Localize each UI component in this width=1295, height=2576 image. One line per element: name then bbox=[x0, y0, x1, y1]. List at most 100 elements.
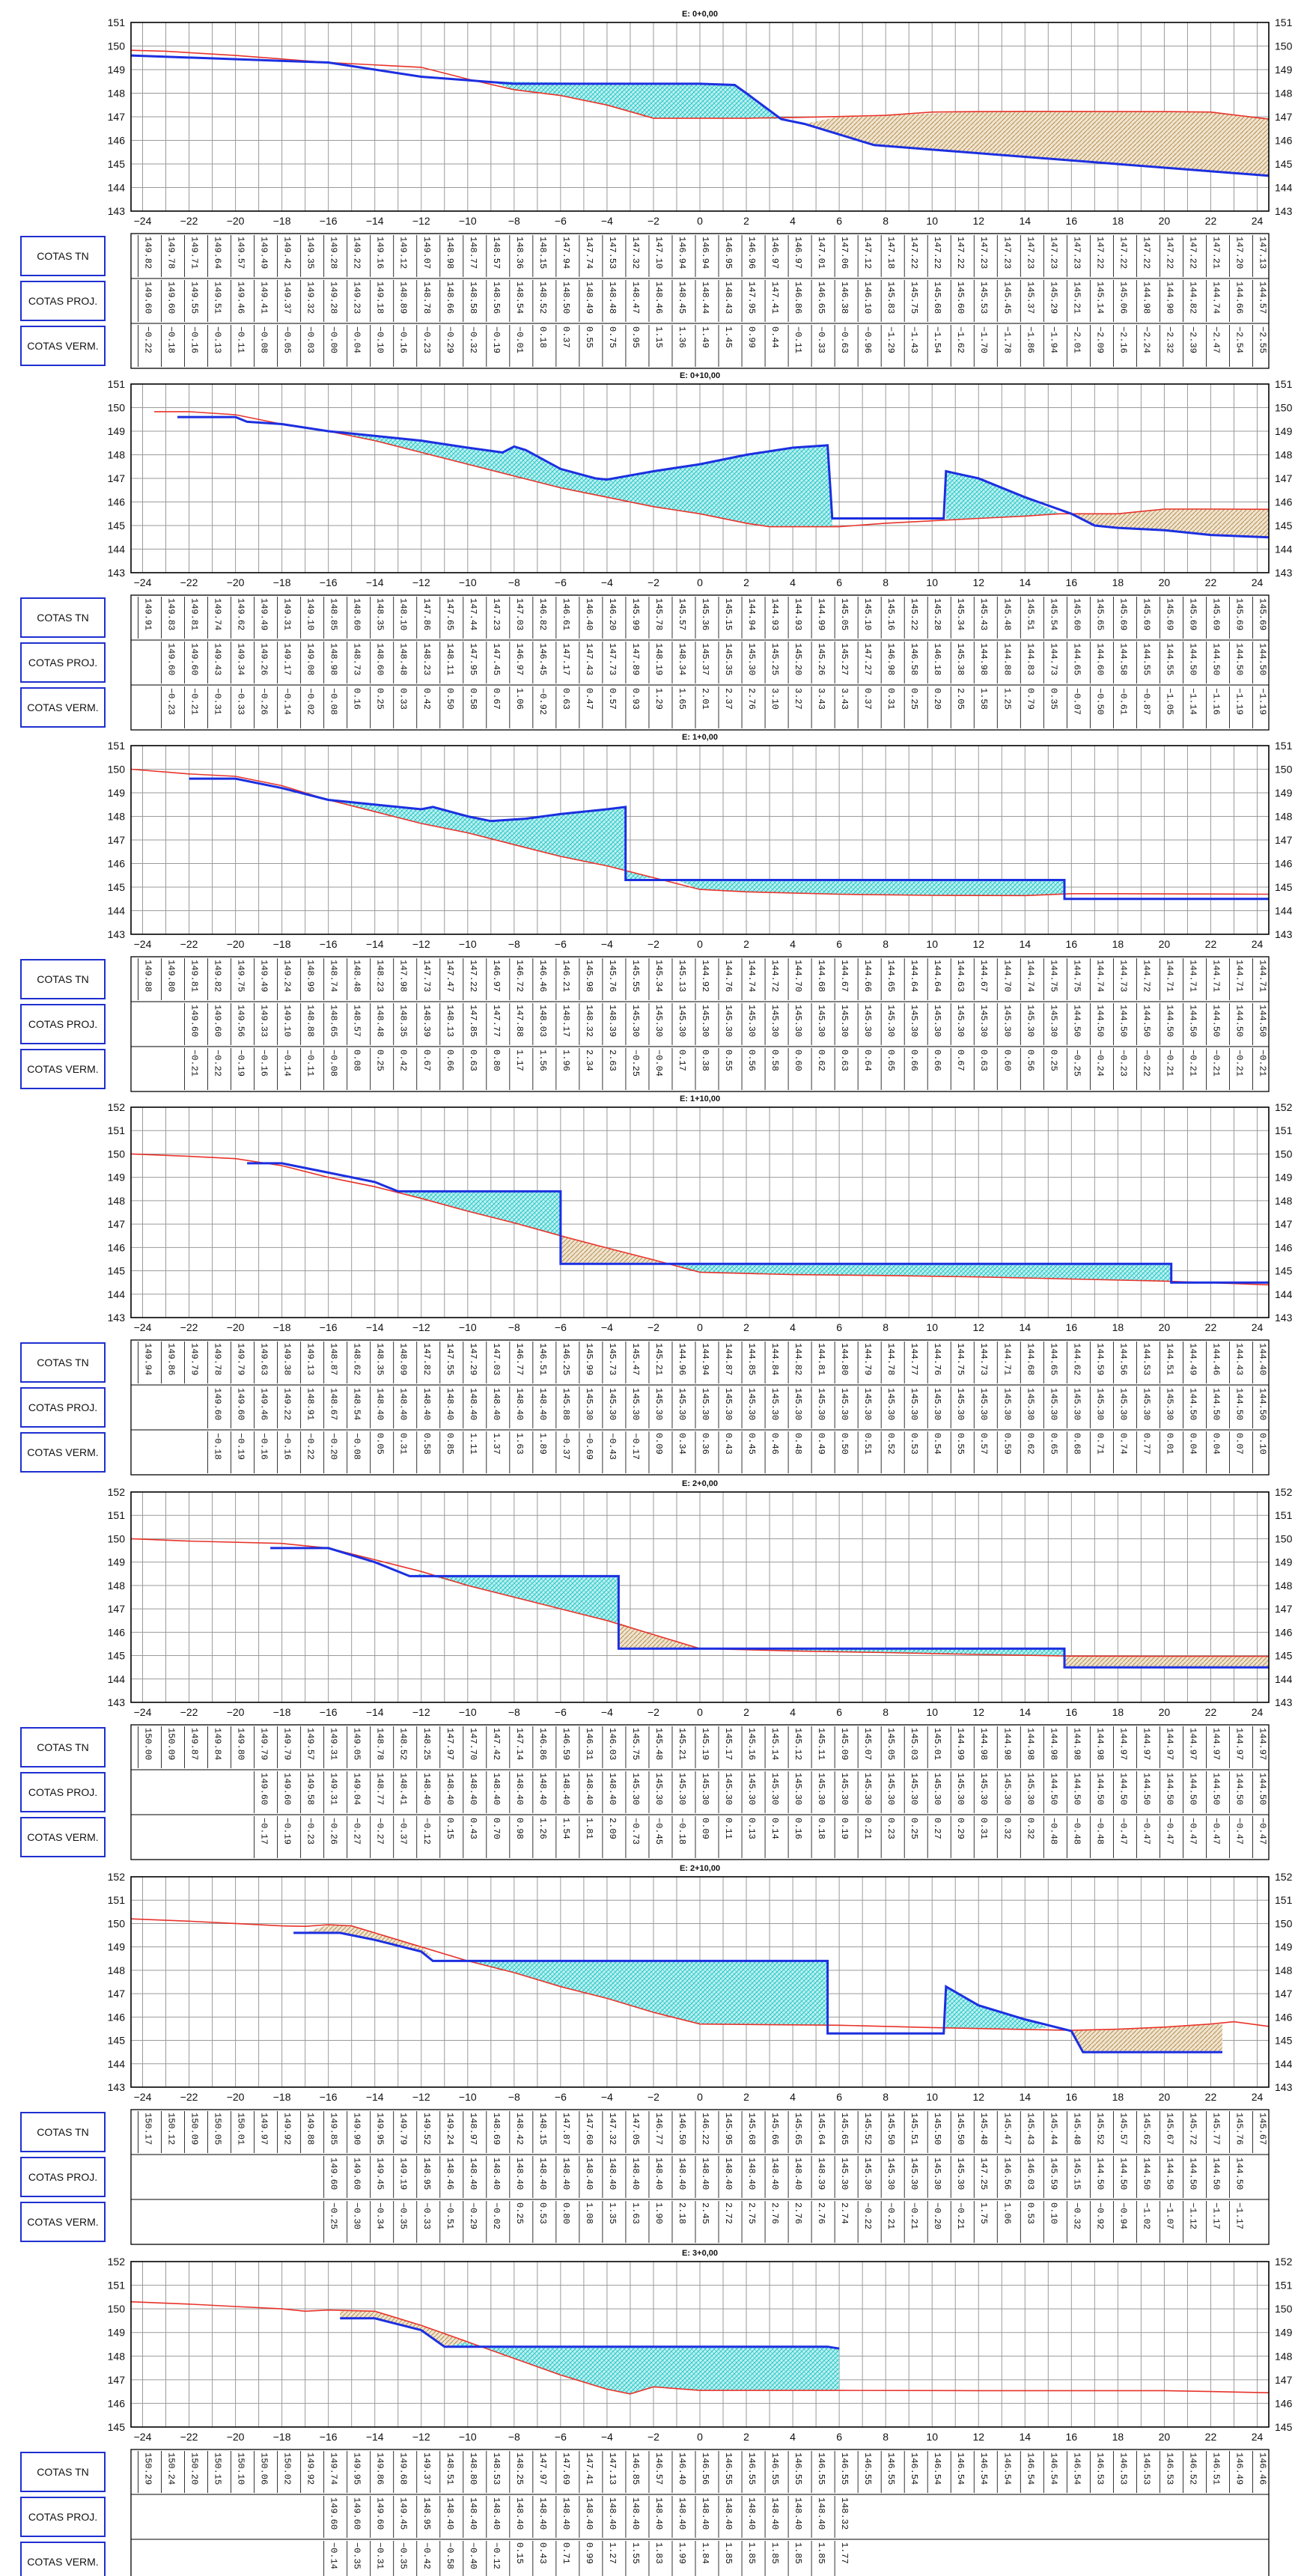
cell-value: 0.32 bbox=[1002, 1818, 1012, 1839]
cell-value: 147.03 bbox=[491, 1343, 502, 1375]
cell-value: 145.30 bbox=[584, 1388, 594, 1420]
cell-value: 144.50 bbox=[1141, 1773, 1151, 1805]
cell-value: −0.14 bbox=[329, 2542, 339, 2569]
design-profile bbox=[293, 1931, 1222, 2053]
y-tick-left: 151 bbox=[108, 1509, 126, 1521]
x-tick: −8 bbox=[508, 938, 520, 950]
row-label-box bbox=[20, 687, 106, 728]
cell-value: 148.73 bbox=[352, 643, 362, 675]
cell-value: 145.15 bbox=[723, 598, 734, 630]
cell-value: 0.99 bbox=[746, 326, 757, 348]
cell-value: 149.58 bbox=[305, 1773, 316, 1805]
cell-value: 146.45 bbox=[537, 643, 548, 675]
row-label-box bbox=[20, 959, 106, 999]
cell-value: 0.51 bbox=[862, 1433, 873, 1455]
cell-value: 145.26 bbox=[816, 643, 826, 675]
cell-value: 150.02 bbox=[282, 2452, 293, 2485]
cell-value: 145.30 bbox=[886, 1005, 896, 1037]
cell-value: 145.30 bbox=[909, 1773, 919, 1805]
cell-value: 145.30 bbox=[839, 1773, 850, 1805]
cell-value: 148.46 bbox=[653, 281, 664, 314]
cell-value: 144.50 bbox=[1210, 1005, 1221, 1037]
cell-value: 148.78 bbox=[375, 1728, 386, 1760]
cell-value: 145.28 bbox=[932, 598, 942, 630]
cell-value: 145.30 bbox=[1025, 1005, 1035, 1037]
cell-value: 147.22 bbox=[1187, 237, 1198, 269]
section-title: E: 3+0,00 bbox=[682, 2249, 718, 2258]
x-tick: 12 bbox=[972, 1321, 984, 1333]
cell-value: 149.82 bbox=[213, 960, 223, 992]
cell-value: 145.20 bbox=[793, 643, 803, 675]
cell-value: 147.55 bbox=[445, 1343, 455, 1375]
cell-value: 148.40 bbox=[537, 1388, 548, 1420]
x-tick: 16 bbox=[1066, 2091, 1078, 2103]
cell-value: 145.30 bbox=[723, 1773, 734, 1805]
plot-grid bbox=[131, 1491, 1269, 1703]
x-tick: −2 bbox=[648, 215, 659, 227]
x-tick: −14 bbox=[366, 576, 384, 588]
cell-value: 148.40 bbox=[468, 1773, 478, 1805]
cell-value: 0.31 bbox=[978, 1818, 989, 1839]
cell-value: 0.58 bbox=[421, 1433, 432, 1455]
x-tick: 22 bbox=[1205, 1706, 1217, 1718]
cell-value: 145.65 bbox=[793, 2113, 803, 2145]
cell-value: −1.62 bbox=[955, 326, 966, 353]
cell-value: 145.30 bbox=[607, 1388, 618, 1420]
x-tick: −12 bbox=[412, 2091, 430, 2103]
cell-value: 148.40 bbox=[584, 2497, 594, 2530]
y-tick-right: 150 bbox=[1275, 1917, 1293, 1929]
y-tick-left: 151 bbox=[108, 16, 126, 28]
x-tick: −16 bbox=[320, 576, 338, 588]
plot-grid bbox=[131, 383, 1269, 573]
cell-value: 0.53 bbox=[1025, 2202, 1035, 2224]
cell-value: −0.25 bbox=[630, 1050, 641, 1077]
x-tick: −10 bbox=[459, 576, 477, 588]
y-tick-left: 149 bbox=[108, 2327, 126, 2339]
cell-value: 145.75 bbox=[630, 1728, 641, 1760]
y-tick-left: 150 bbox=[108, 2303, 126, 2315]
cell-value: 145.30 bbox=[793, 1773, 803, 1805]
cell-value: 145.10 bbox=[862, 598, 873, 630]
cell-value: 149.82 bbox=[143, 237, 153, 269]
cell-value: 146.97 bbox=[491, 960, 502, 992]
x-tick: −10 bbox=[459, 2091, 477, 2103]
y-tick-right: 147 bbox=[1275, 472, 1293, 484]
cell-value: 149.75 bbox=[236, 960, 246, 992]
cell-value: 144.50 bbox=[1234, 1388, 1244, 1420]
x-tick: −20 bbox=[227, 215, 245, 227]
cell-value: 145.30 bbox=[677, 1005, 687, 1037]
cell-value: 146.51 bbox=[537, 1343, 548, 1375]
cell-value: 145.14 bbox=[770, 1728, 780, 1760]
cell-value: 149.60 bbox=[259, 1773, 269, 1805]
row-label-box bbox=[20, 1772, 106, 1812]
cell-value: 146.53 bbox=[1118, 2452, 1128, 2485]
y-tick-right: 146 bbox=[1275, 2011, 1293, 2023]
cell-value: 148.46 bbox=[445, 2158, 455, 2190]
cell-value: 147.95 bbox=[746, 281, 757, 314]
x-tick: −8 bbox=[508, 576, 520, 588]
cell-value: 144.50 bbox=[1094, 2158, 1105, 2190]
cell-value: 147.20 bbox=[1234, 237, 1244, 269]
cell-value: −0.07 bbox=[1071, 688, 1082, 715]
y-tick-left: 150 bbox=[108, 1917, 126, 1929]
y-tick-left: 149 bbox=[108, 1172, 126, 1184]
cell-value: 146.25 bbox=[561, 1343, 571, 1375]
cell-value: 146.65 bbox=[816, 281, 826, 314]
cell-value: 144.50 bbox=[1234, 643, 1244, 675]
y-tick-right: 151 bbox=[1275, 2280, 1293, 2292]
data-table: COTAS TN 150.29 150.24 150.20 150.15 150.10 15… bbox=[20, 2449, 1270, 2576]
y-tick-right: 145 bbox=[1275, 520, 1293, 532]
x-tick: −6 bbox=[555, 215, 567, 227]
y-tick-left: 152 bbox=[108, 1101, 126, 1113]
x-tick: 6 bbox=[836, 576, 842, 588]
x-tick: −6 bbox=[555, 2091, 567, 2103]
y-tick-right: 149 bbox=[1275, 1556, 1293, 1568]
cell-value: 150.00 bbox=[143, 1728, 153, 1760]
y-tick-right: 146 bbox=[1275, 2397, 1293, 2409]
cell-value: 149.56 bbox=[236, 1005, 246, 1037]
row-label: COTAS PROJ. bbox=[28, 657, 97, 669]
cell-value: 145.44 bbox=[1048, 2113, 1058, 2145]
cell-value: 1.90 bbox=[653, 2202, 664, 2224]
y-tick-right: 144 bbox=[1275, 1288, 1293, 1300]
